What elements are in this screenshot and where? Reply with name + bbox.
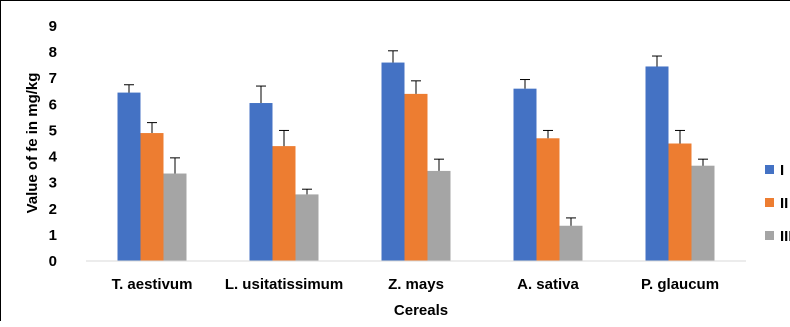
y-tick-label: 2 [49, 201, 57, 218]
bar-III-0 [163, 173, 187, 261]
bar-I-1 [249, 103, 273, 262]
y-axis-ticks: 0 1 2 3 4 5 6 7 8 9 [49, 18, 58, 270]
bar-II-2 [404, 93, 428, 261]
x-axis-title: Cereals [394, 302, 448, 319]
x-category-label: L. usitatissimum [225, 276, 343, 293]
x-axis-categories: T. aestivum L. usitatissimum Z. mays A. sat… [112, 276, 719, 293]
legend-label: III [780, 228, 790, 245]
bars-group [117, 50, 715, 262]
bar-I-0 [117, 92, 141, 261]
bar-III-4 [691, 165, 715, 261]
y-tick-label: 6 [49, 96, 57, 113]
x-category-label: Z. mays [388, 276, 444, 293]
bar-II-4 [668, 143, 692, 261]
legend-swatch-I [765, 165, 774, 174]
bar-II-3 [536, 138, 560, 261]
y-axis-title: Value of fe in mg/kg [24, 73, 41, 214]
bar-III-2 [427, 170, 451, 261]
bar-II-1 [272, 146, 296, 261]
bar-I-4 [645, 66, 669, 261]
legend: IIIIII [765, 162, 790, 245]
y-tick-label: 1 [49, 227, 57, 244]
bar-III-3 [559, 225, 583, 261]
y-tick-label: 9 [49, 18, 57, 35]
bar-II-0 [140, 133, 164, 261]
y-tick-label: 8 [49, 44, 57, 61]
legend-swatch-II [765, 198, 774, 207]
bar-III-1 [295, 194, 319, 261]
x-category-label: T. aestivum [112, 276, 193, 293]
y-tick-label: 4 [49, 149, 58, 166]
x-category-label: A. sativa [517, 276, 579, 293]
y-tick-label: 3 [49, 175, 57, 192]
legend-label: II [780, 195, 788, 212]
bar-I-3 [513, 88, 537, 262]
x-category-label: P. glaucum [641, 276, 719, 293]
legend-swatch-III [765, 231, 774, 240]
y-tick-label: 5 [49, 122, 57, 139]
y-tick-label: 7 [49, 70, 57, 87]
y-tick-label: 0 [49, 253, 57, 270]
legend-label: I [780, 162, 784, 179]
bar-I-2 [381, 62, 405, 261]
